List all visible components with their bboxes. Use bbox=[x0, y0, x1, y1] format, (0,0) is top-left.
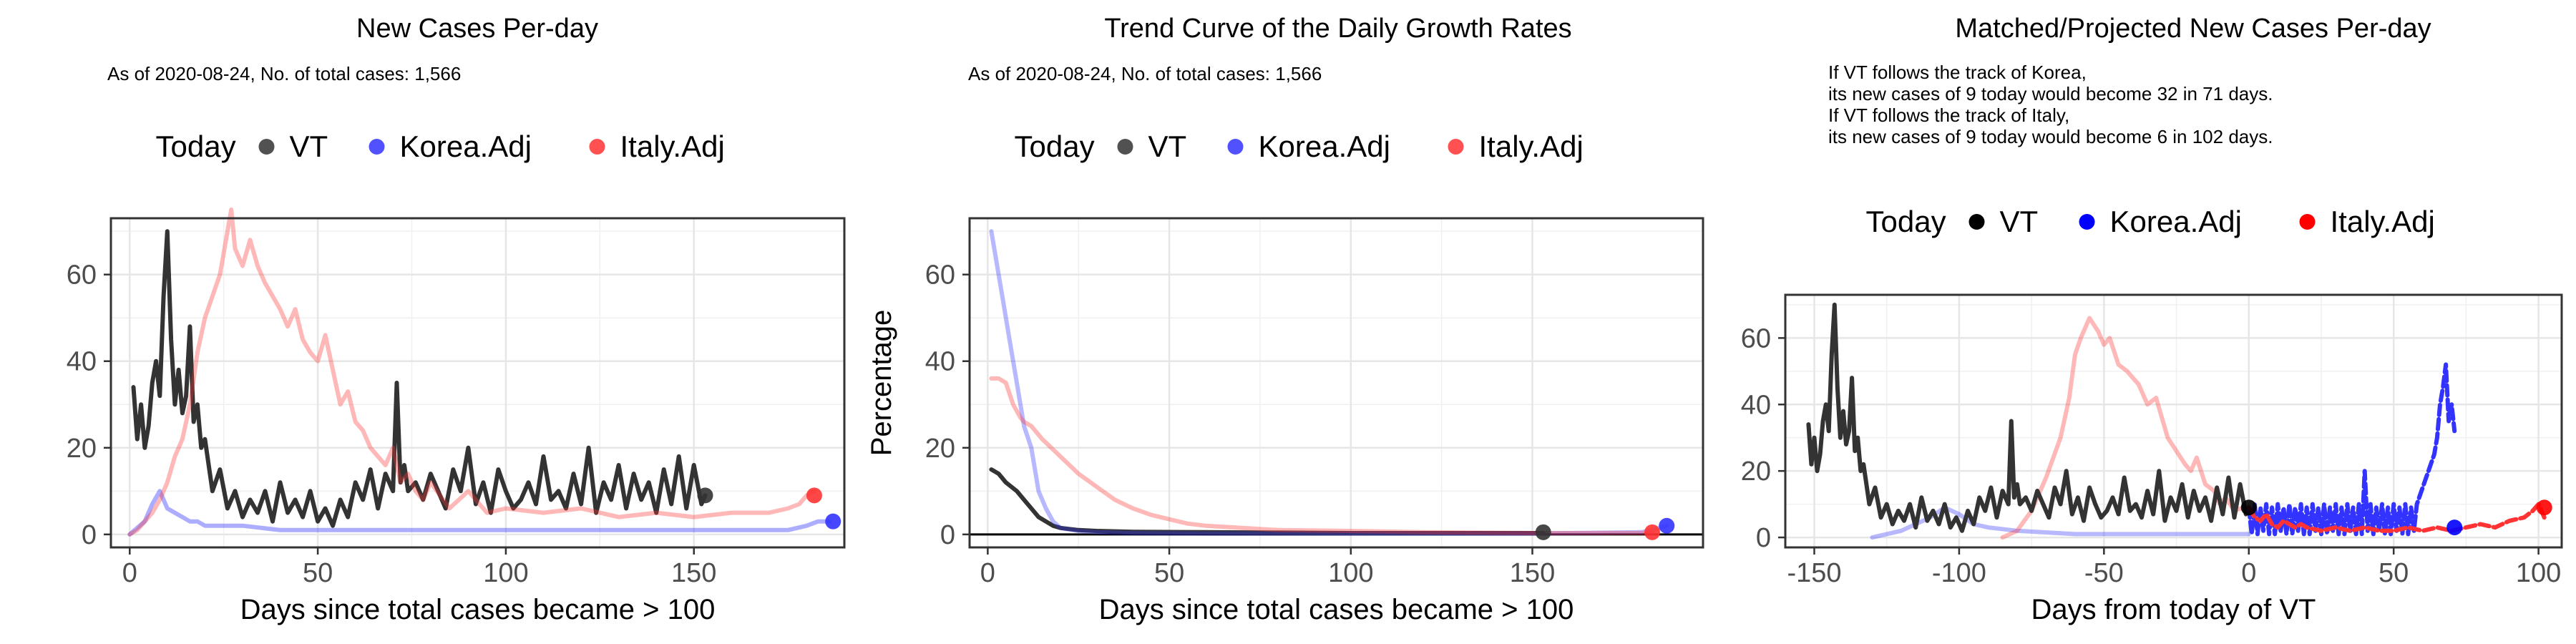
legend-key-dot bbox=[1968, 214, 1985, 230]
today-point bbox=[1659, 517, 1675, 534]
legend-key-dot bbox=[1117, 139, 1133, 155]
chart-subtitle-line: As of 2020-08-24, No. of total cases: 1,… bbox=[107, 63, 461, 84]
series-line bbox=[131, 229, 708, 528]
x-tick-label: -100 bbox=[1932, 558, 1986, 588]
y-tick-label: 0 bbox=[940, 520, 955, 550]
y-tick-label: 60 bbox=[925, 260, 955, 291]
y-tick-label: 0 bbox=[82, 520, 97, 550]
chart-panel-growth-rates: Trend Curve of the Daily Growth Rates As … bbox=[866, 14, 1704, 625]
chart-subtitle-line: its new cases of 9 today would become 32… bbox=[1828, 83, 2273, 104]
legend-item-label: Italy.Adj bbox=[620, 130, 725, 163]
today-point bbox=[2446, 519, 2463, 536]
legend-key-dot bbox=[2079, 214, 2095, 230]
today-point bbox=[806, 487, 822, 504]
legend-item-label: VT bbox=[1148, 130, 1187, 163]
series-line bbox=[127, 207, 816, 537]
x-tick-label: 150 bbox=[671, 558, 716, 588]
plot-frame bbox=[968, 217, 1704, 549]
y-tick-label: 60 bbox=[67, 260, 97, 291]
legend-item-label: Korea.Adj bbox=[2110, 205, 2242, 238]
y-tick-label: 40 bbox=[67, 347, 97, 377]
series-line bbox=[989, 229, 1669, 536]
x-tick-label: 50 bbox=[1154, 558, 1184, 588]
chart-title: Matched/Projected New Cases Per-day bbox=[1955, 14, 2431, 44]
legend-key-dot bbox=[1448, 139, 1464, 155]
chart-subtitle-line: its new cases of 9 today would become 6 … bbox=[1828, 126, 2273, 147]
x-axis-label: Days since total cases became > 100 bbox=[240, 594, 716, 625]
legend-title: Today bbox=[156, 130, 236, 163]
y-tick-label: 40 bbox=[925, 347, 955, 377]
chart-subtitle-line: If VT follows the track of Korea, bbox=[1828, 62, 2087, 83]
x-tick-label: 150 bbox=[1510, 558, 1555, 588]
legend: Today VT Korea.Adj Italy.Adj bbox=[1015, 130, 1584, 163]
y-tick-label: 60 bbox=[1741, 323, 1771, 353]
legend-title: Today bbox=[1015, 130, 1095, 163]
legend-item-label: VT bbox=[290, 130, 328, 163]
x-tick-label: 0 bbox=[122, 558, 137, 588]
legend-item-label: VT bbox=[2000, 205, 2039, 238]
y-tick-label: 0 bbox=[1756, 523, 1771, 553]
today-point bbox=[825, 513, 841, 530]
x-axis-label: Days since total cases became > 100 bbox=[1099, 594, 1574, 625]
series-line bbox=[2000, 316, 2251, 540]
chart-panel-new-cases: New Cases Per-day As of 2020-08-24, No. o… bbox=[67, 14, 846, 625]
legend-key-dot bbox=[258, 139, 275, 155]
legend-key-dot bbox=[2299, 214, 2316, 230]
x-tick-label: -150 bbox=[1787, 558, 1841, 588]
today-point bbox=[2536, 499, 2552, 516]
legend-item-label: Korea.Adj bbox=[400, 130, 532, 163]
x-tick-label: 100 bbox=[1328, 558, 1373, 588]
legend-key-dot bbox=[1227, 139, 1244, 155]
series-line bbox=[1806, 302, 2251, 533]
series-line bbox=[989, 376, 1654, 535]
legend-key-dot bbox=[589, 139, 605, 155]
legend-item-label: Italy.Adj bbox=[2331, 205, 2435, 238]
today-point bbox=[697, 487, 713, 504]
legend-item-label: Korea.Adj bbox=[1259, 130, 1390, 163]
y-axis-label: Percentage bbox=[866, 310, 897, 457]
x-tick-label: 0 bbox=[2241, 558, 2256, 588]
series-line bbox=[127, 489, 831, 537]
y-tick-label: 20 bbox=[1741, 457, 1771, 487]
x-axis-label: Days from today of VT bbox=[2031, 594, 2316, 625]
chart-title: New Cases Per-day bbox=[356, 14, 598, 44]
series-line bbox=[2246, 502, 2547, 533]
chart-panel-projected: Matched/Projected New Cases Per-day If VT… bbox=[1741, 14, 2563, 625]
legend-key-dot bbox=[369, 139, 385, 155]
chart-subtitle-line: As of 2020-08-24, No. of total cases: 1,… bbox=[968, 63, 1322, 84]
y-tick-label: 20 bbox=[925, 434, 955, 464]
chart-title: Trend Curve of the Daily Growth Rates bbox=[1104, 14, 1571, 44]
legend-item-label: Italy.Adj bbox=[1479, 130, 1584, 163]
x-tick-label: 100 bbox=[483, 558, 528, 588]
x-tick-label: 100 bbox=[2516, 558, 2561, 588]
plot-frame bbox=[1784, 293, 2563, 549]
x-tick-label: 0 bbox=[980, 558, 995, 588]
y-tick-label: 20 bbox=[67, 434, 97, 464]
plot-area bbox=[970, 218, 1703, 547]
plot-frame bbox=[109, 217, 846, 549]
x-tick-label: 50 bbox=[303, 558, 333, 588]
legend: Today VT Korea.Adj Italy.Adj bbox=[1866, 205, 2435, 238]
today-point bbox=[1535, 524, 1551, 540]
x-tick-label: -50 bbox=[2084, 558, 2124, 588]
x-tick-label: 50 bbox=[2379, 558, 2409, 588]
today-point bbox=[2240, 499, 2257, 516]
series-line bbox=[989, 467, 1546, 535]
y-tick-label: 40 bbox=[1741, 390, 1771, 420]
chart-subtitle-line: If VT follows the track of Italy, bbox=[1828, 104, 2069, 126]
legend-title: Today bbox=[1866, 205, 1946, 238]
today-point bbox=[1644, 524, 1660, 540]
legend: Today VT Korea.Adj Italy.Adj bbox=[156, 130, 725, 163]
